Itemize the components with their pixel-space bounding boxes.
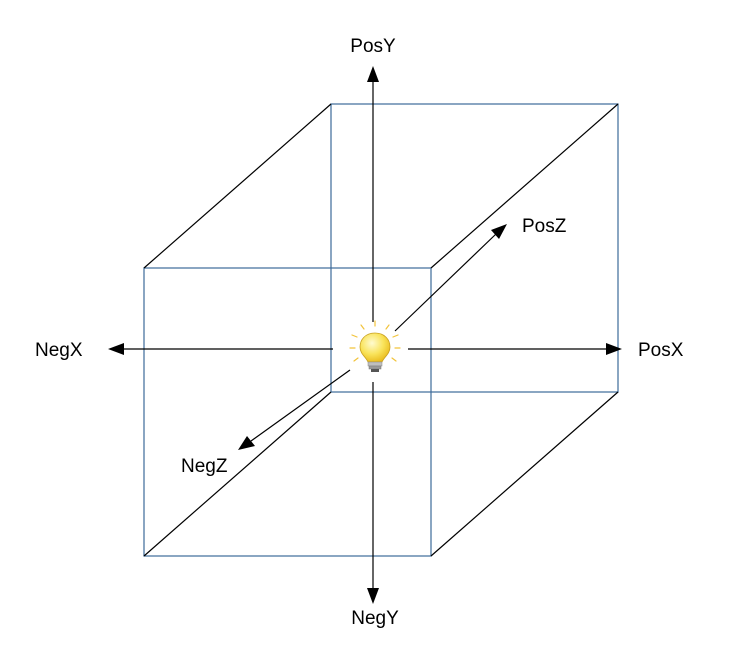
lightbulb-icon [349,320,401,372]
label-neg-z: NegZ [181,456,228,477]
label-neg-y: NegY [351,608,399,629]
axis-neg-x [108,343,333,355]
label-pos-x: PosX [638,340,684,361]
cube-front-face [143,267,432,557]
label-pos-y: PosY [350,36,396,57]
axis-neg-y [367,382,379,604]
axis-pos-y [367,66,379,322]
cube-back-face [330,103,619,393]
label-pos-z: PosZ [522,216,567,237]
axis-neg-z [238,369,351,450]
label-neg-x: NegX [35,340,83,361]
cube-connecting-edges [143,103,619,557]
axis-pos-z [394,224,507,332]
axis-pos-x [408,343,622,355]
